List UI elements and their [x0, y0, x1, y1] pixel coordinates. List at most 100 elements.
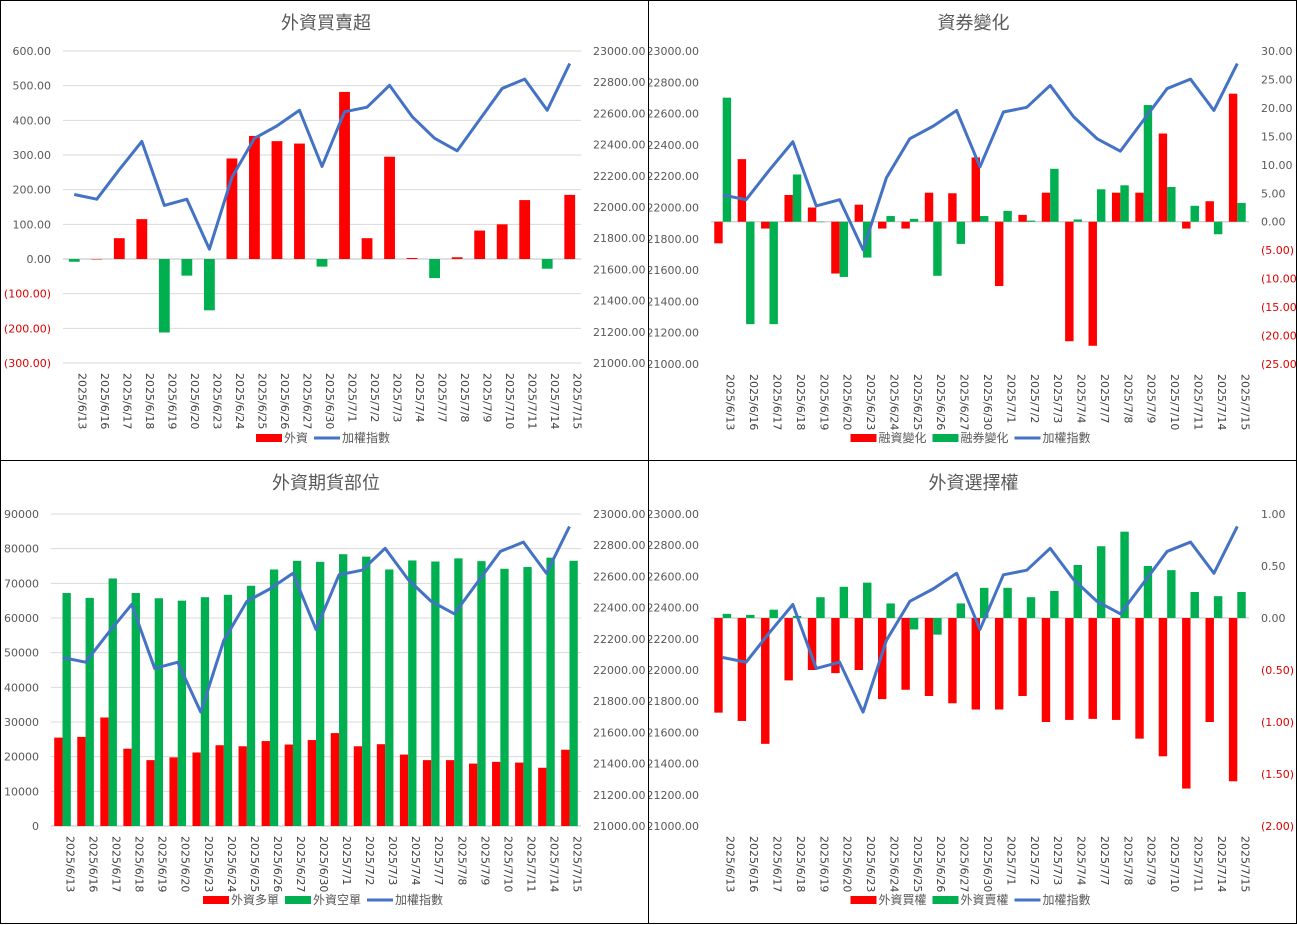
bar-融券變化: [746, 221, 755, 325]
line-加權指數: [722, 62, 1239, 252]
chart-panel-foreign-net-buy: 外資買賣超 (300.00) (200.00) (100.00) 0.00 100.00 2…: [0, 0, 650, 462]
y-left-tick-label: 21400.00: [649, 758, 699, 771]
x-tick-label: 2025/6/30: [981, 374, 994, 430]
y-left-tick-label: 30000: [4, 716, 39, 729]
y-right-tick-label: 21600.00: [593, 263, 646, 276]
x-tick-label: 2025/7/4: [409, 836, 422, 885]
bar-外資多單: [515, 762, 524, 826]
y-left-tick-label: 90000: [4, 508, 39, 521]
bar-融券變化: [816, 221, 825, 223]
bar-外資多單: [307, 740, 316, 826]
legend-label: 融券變化: [961, 430, 1009, 445]
y-left-tick-label: 21200.00: [649, 789, 699, 802]
x-tick-label: 2025/6/27: [294, 836, 307, 892]
bar-外資多單: [284, 744, 293, 826]
x-tick-label: 2025/6/17: [110, 836, 123, 892]
x-tick-label: 2025/7/15: [1238, 374, 1251, 430]
bar-外資空單: [269, 569, 279, 826]
bar-外資多單: [215, 745, 224, 826]
bar-外資多單: [54, 737, 63, 826]
x-tick-label: 2025/6/17: [770, 374, 783, 430]
y-left-tick-label: 22400.00: [649, 139, 699, 152]
bar-融券變化: [1213, 221, 1223, 235]
x-tick-label: 2025/6/23: [864, 374, 877, 430]
bar-融資變化: [714, 221, 723, 244]
bar-外資多單: [261, 741, 270, 826]
bar-外資買權: [1228, 618, 1238, 782]
x-tick-label: 2025/7/14: [1215, 836, 1228, 892]
x-tick-label: 2025/7/1: [340, 836, 353, 885]
bar-融券變化: [792, 174, 802, 222]
x-tick-label: 2025/6/18: [794, 374, 807, 430]
legend-swatch-bar: [256, 434, 282, 442]
bar-外資空單: [292, 560, 302, 826]
bar-融券變化: [1237, 202, 1246, 222]
y-right-tick-label: 20.00: [1261, 102, 1293, 115]
bar-外資買權: [901, 618, 910, 690]
y-right-tick-label: 22800.00: [593, 539, 646, 552]
bar-外資: [429, 259, 441, 279]
chart-options: 外資選擇權 21000.00 21200.00 21400.00 21600.00 218…: [649, 473, 1294, 907]
x-tick-label: 2025/6/17: [770, 836, 783, 892]
y-left-tick-label: 22600.00: [649, 108, 699, 121]
x-tick-label: 2025/6/25: [255, 373, 268, 429]
bar-外資: [564, 194, 576, 259]
bar-外資空單: [500, 568, 509, 826]
y-right-tick-label: 23000.00: [593, 508, 646, 521]
y-left-tick-label: 0: [32, 820, 39, 833]
bar-外資空單: [385, 569, 394, 826]
y-left-tick-label: (200.00): [4, 322, 51, 335]
legend-label: 外資買權: [879, 893, 927, 907]
x-tick-label: 2025/6/25: [911, 374, 924, 430]
legend-swatch-bar: [932, 896, 959, 904]
chart-futures-position: 外資期貨部位 0 10000 20000 30000 40000 50000 60000 700…: [4, 473, 646, 907]
x-tick-label: 2025/7/4: [1075, 836, 1088, 885]
bar-外資買權: [737, 618, 747, 721]
x-tick-label: 2025/6/27: [958, 836, 971, 892]
bar-外資: [451, 257, 463, 259]
legend-label: 外資多單: [231, 893, 279, 907]
bar-外資買權: [924, 618, 934, 696]
y-left-tick-label: 23000.00: [649, 45, 699, 58]
x-tick-label: 2025/7/2: [1028, 836, 1041, 885]
y-right-tick-label: (5.00): [1261, 244, 1294, 257]
bar-外資多單: [422, 760, 432, 826]
x-tick-label: 2025/6/26: [934, 836, 947, 892]
y-right-tick-label: 21200.00: [593, 326, 646, 339]
x-tick-label: 2025/7/14: [1215, 374, 1228, 430]
y-right-tick-label: 0.00: [1261, 216, 1286, 229]
x-tick-label: 2025/7/1: [346, 373, 359, 422]
x-tick-label: 2025/6/20: [188, 373, 201, 429]
bar-融券變化: [1073, 219, 1082, 222]
bar-外資買權: [761, 618, 770, 744]
bar-外資多單: [445, 760, 455, 826]
bar-外資空單: [154, 598, 163, 826]
x-tick-label: 2025/6/18: [133, 836, 146, 892]
chart-margin-change: 資券變化 21000.00 21200.00 21400.00 21600.00 2180…: [649, 13, 1297, 445]
x-tick-label: 2025/6/13: [75, 373, 88, 429]
y-right-tick-label: 21400.00: [593, 758, 646, 771]
chart-title: 外資期貨部位: [272, 473, 380, 494]
x-tick-label: 2025/7/11: [526, 373, 539, 429]
bar-融券變化: [1050, 168, 1059, 222]
x-tick-label: 2025/7/3: [1051, 374, 1064, 423]
bar-外資: [406, 257, 418, 259]
y-right-tick-label: 0.50: [1261, 560, 1286, 573]
y-right-tick-label: 30.00: [1261, 45, 1293, 58]
y-left-tick-label: 70000: [4, 577, 39, 590]
bar-融資變化: [878, 221, 887, 229]
legend-label: 加權指數: [1043, 430, 1091, 445]
y-right-tick-label: (20.00): [1261, 330, 1297, 343]
x-tick-label: 2025/7/8: [1121, 836, 1134, 885]
line-加權指數: [722, 525, 1239, 714]
x-tick-label: 2025/7/9: [478, 836, 491, 885]
y-right-tick-label: (10.00): [1261, 273, 1297, 286]
y-left-tick-label: 22000.00: [649, 202, 699, 215]
x-tick-label: 2025/6/26: [278, 373, 291, 429]
bar-外資賣權: [769, 609, 778, 618]
bar-外資: [113, 238, 125, 259]
y-left-tick-label: 40000: [4, 681, 39, 694]
bar-融券變化: [1026, 220, 1036, 222]
x-tick-label: 2025/6/23: [210, 373, 223, 429]
